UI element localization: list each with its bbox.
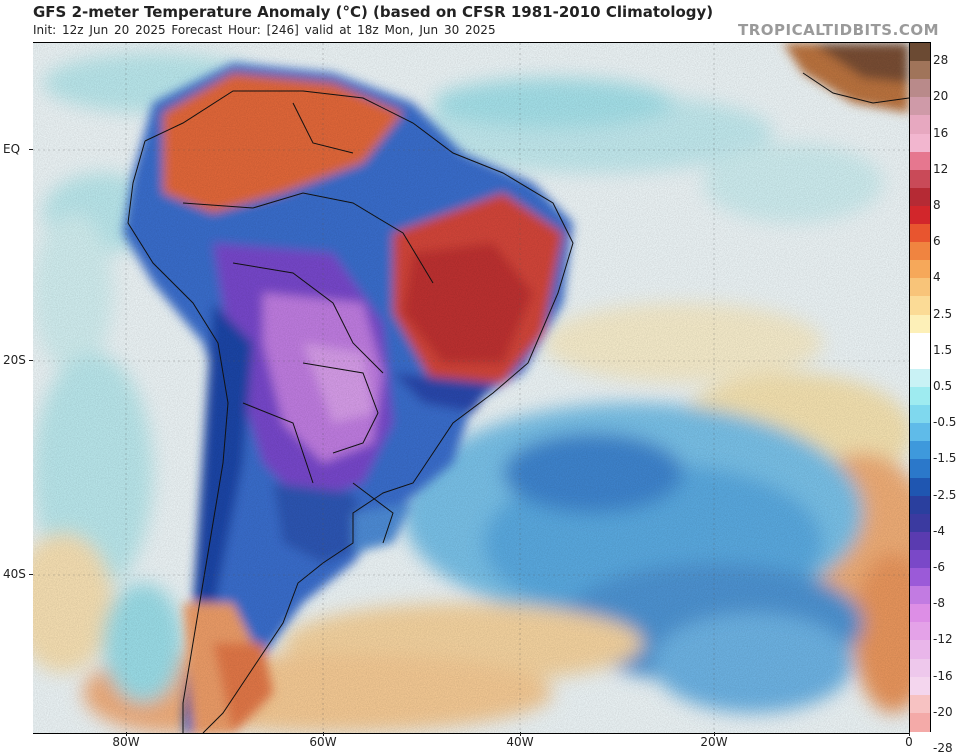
map-subtitle: Init: 12z Jun 20 2025 Forecast Hour: [24… [33,23,496,37]
lon-label-40w: 40W [506,735,534,749]
colorbar-segment [910,423,930,442]
colorbar-label: 20 [933,89,949,104]
colorbar-segment [910,568,930,587]
colorbar-segment [910,133,930,153]
colorbar-segment [910,477,930,497]
colorbar-segment [910,332,930,352]
lon-tick-0 [909,732,910,736]
anomaly-map [33,42,909,734]
colorbar-label: -0.5 [933,415,957,430]
lon-tick-60w [323,732,324,736]
lat-tick-eq [29,149,33,150]
colorbar-segment [910,658,930,678]
colorbar-label: 6 [933,234,941,249]
colorbar-segment [910,242,930,261]
colorbar-label: 4 [933,270,941,285]
anomaly-field [33,43,909,733]
lat-tick-20s [29,360,33,361]
colorbar-label: 16 [933,125,949,140]
colorbar-segment [910,169,930,189]
colorbar-segment [910,513,930,533]
colorbar-label: -16 [933,668,953,683]
colorbar-segment [910,368,930,388]
map-title: GFS 2-meter Temperature Anomaly (°C) (ba… [33,3,714,21]
colorbar-segment [910,604,930,623]
lat-label-20s: 20S [3,353,26,367]
colorbar-label: -4 [933,523,945,538]
colorbar-label: -8 [933,596,945,611]
colorbar-segment [910,387,930,406]
colorbar-label: -28 [933,741,953,755]
colorbar-segment [910,61,930,80]
colorbar-segment [910,151,930,171]
colorbar-segment [910,676,930,696]
source-credit: TROPICALTIDBITS.COM [738,21,939,39]
colorbar-label: -20 [933,704,953,719]
lon-label-80w: 80W [112,735,140,749]
colorbar-label: -6 [933,560,945,575]
colorbar-segment [910,712,930,732]
colorbar-segment [910,441,930,461]
colorbar-segment [910,187,930,207]
colorbar-segment [910,43,930,62]
colorbar-label: 8 [933,197,941,212]
colorbar-segment [910,586,930,605]
lat-label-40s: 40S [3,567,26,581]
colorbar-segment [910,224,930,243]
colorbar-label: 28 [933,53,949,68]
colorbar-segment [910,350,930,370]
colorbar-label: 1.5 [933,342,953,357]
colorbar-segment [910,495,930,515]
colorbar-segment [910,549,930,569]
colorbar-segment [910,622,930,642]
colorbar-segment [910,640,930,660]
lon-tick-40w [520,732,521,736]
colorbar-segment [910,694,930,714]
colorbar-segment [910,278,930,298]
colorbar-segment [910,205,930,225]
colorbar-segment [910,97,930,117]
colorbar-label: 0.5 [933,379,953,393]
colorbar-label: 2.5 [933,306,953,321]
colorbar-label: -2.5 [933,487,957,502]
lon-label-0: 0 [905,735,913,749]
lon-tick-20w [714,732,715,736]
lon-label-20w: 20W [700,735,728,749]
colorbar-segment [910,314,930,334]
colorbar-segment [910,260,930,279]
lat-label-eq: EQ [3,142,21,156]
colorbar-label: 12 [933,161,949,176]
colorbar-segment [910,459,930,479]
colorbar-segment [910,115,930,135]
colorbar-segment [910,79,930,98]
colorbar [909,42,931,732]
colorbar-segment [910,531,930,551]
lon-tick-80w [126,732,127,736]
lon-label-60w: 60W [309,735,337,749]
colorbar-segment [910,296,930,316]
colorbar-label: -12 [933,632,953,647]
colorbar-segment [910,405,930,424]
colorbar-label: -1.5 [933,451,957,466]
lat-tick-40s [29,574,33,575]
